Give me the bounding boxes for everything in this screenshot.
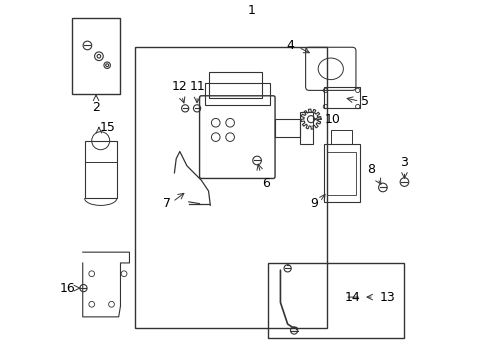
Text: 2: 2 [92, 101, 100, 114]
Text: 10: 10 [325, 113, 340, 126]
Bar [208, 72, 262, 98]
Text: 3: 3 [400, 157, 407, 170]
Bar [274, 119, 300, 137]
Text: 16: 16 [60, 282, 75, 294]
Bar [300, 112, 312, 144]
Text: 5: 5 [361, 95, 368, 108]
Text: 11: 11 [189, 80, 204, 93]
Text: 7: 7 [163, 197, 170, 210]
Text: 8: 8 [366, 163, 374, 176]
Text: 14: 14 [344, 291, 360, 303]
Bar [204, 83, 269, 105]
Text: 4: 4 [285, 39, 293, 52]
Bar [84, 141, 117, 198]
Text: 1: 1 [247, 4, 255, 17]
Text: 12: 12 [172, 80, 187, 93]
Bar [72, 18, 120, 94]
Bar [135, 47, 326, 328]
Bar [267, 263, 404, 338]
Bar [323, 87, 359, 108]
Bar [330, 130, 352, 144]
Text: 13: 13 [379, 291, 394, 303]
Bar [326, 152, 355, 195]
Text: 15: 15 [100, 121, 116, 134]
Text: 6: 6 [261, 177, 269, 190]
Bar [323, 144, 359, 202]
Text: 9: 9 [310, 197, 318, 210]
